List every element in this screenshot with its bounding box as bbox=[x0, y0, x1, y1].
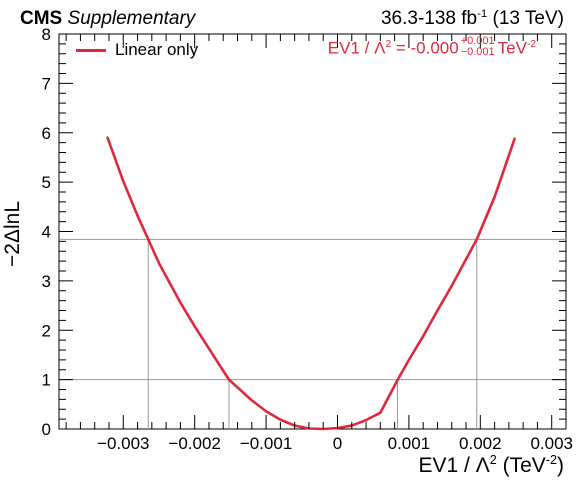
result-prefix: EV1 / Λ bbox=[327, 38, 386, 58]
x-tick-label: −0.001 bbox=[240, 434, 292, 453]
legend: Linear only bbox=[76, 40, 198, 60]
axes-frame bbox=[58, 33, 567, 430]
x-axis-label-prefix: EV1 / Λ bbox=[418, 454, 490, 477]
lumi-superscript: -1 bbox=[477, 8, 488, 21]
x-axis-label-lambda-power: 2 bbox=[489, 453, 497, 468]
y-tick-label: 4 bbox=[42, 223, 51, 242]
y-tick-label: 5 bbox=[42, 173, 51, 192]
x-tick-label: −0.002 bbox=[168, 434, 220, 453]
x-tick-label: −0.003 bbox=[97, 434, 149, 453]
result-unit-power: -2 bbox=[526, 39, 536, 51]
luminosity-label: 36.3-138 fb-1 (13 TeV) bbox=[381, 8, 564, 30]
result-value: = -0.000 bbox=[391, 38, 459, 58]
x-axis-label-unit: (TeV bbox=[496, 454, 546, 477]
result-label: EV1 / Λ2 = -0.000 +0.001 −0.001 TeV-2 bbox=[327, 36, 536, 60]
y-tick-label: 8 bbox=[42, 25, 51, 44]
result-lambda-power: 2 bbox=[385, 39, 392, 51]
x-tick-label: 0.003 bbox=[530, 434, 573, 453]
axis-ticks bbox=[59, 33, 567, 430]
cms-label: CMS Supplementary bbox=[20, 8, 195, 30]
threshold-lines bbox=[59, 238, 566, 429]
axis-tick-labels: 0 1 2 3 4 5 6 7 8 −0.003 −0.002 −0.001 0 0.001 0.002 0.… bbox=[42, 25, 573, 453]
y-tick-label: 6 bbox=[42, 124, 51, 143]
y-tick-label: 2 bbox=[42, 321, 51, 340]
legend-label: Linear only bbox=[115, 40, 199, 59]
cms-supplementary-label: Supplementary bbox=[67, 8, 196, 29]
x-tick-label: 0 bbox=[333, 434, 342, 453]
legend-swatch bbox=[76, 48, 106, 52]
x-axis-label-close: ) bbox=[557, 454, 564, 477]
x-tick-label: 0.002 bbox=[459, 434, 502, 453]
y-tick-label: 0 bbox=[42, 420, 51, 439]
result-unit: TeV bbox=[497, 38, 527, 58]
result-minus-unc: −0.001 bbox=[460, 46, 495, 58]
y-tick-label: 3 bbox=[42, 272, 51, 291]
y-tick-label: 1 bbox=[42, 371, 51, 390]
x-tick-label: 0.001 bbox=[388, 434, 431, 453]
result-uncertainty: +0.001 −0.001 bbox=[461, 36, 495, 58]
y-tick-label: 7 bbox=[42, 74, 51, 93]
likelihood-curve-layer bbox=[106, 136, 516, 431]
result-plus-unc: +0.001 bbox=[460, 35, 495, 47]
lumi-prefix: 36.3-138 fb bbox=[380, 8, 478, 29]
lumi-energy: (13 TeV) bbox=[492, 8, 564, 29]
cms-bold-label: CMS bbox=[20, 8, 63, 29]
x-axis-label: EV1 / Λ2 (TeV-2) bbox=[418, 453, 564, 478]
series-line bbox=[106, 136, 516, 431]
y-axis-label: −2ΔlnL bbox=[1, 201, 24, 267]
x-axis-label-unit-power: -2 bbox=[545, 453, 557, 468]
